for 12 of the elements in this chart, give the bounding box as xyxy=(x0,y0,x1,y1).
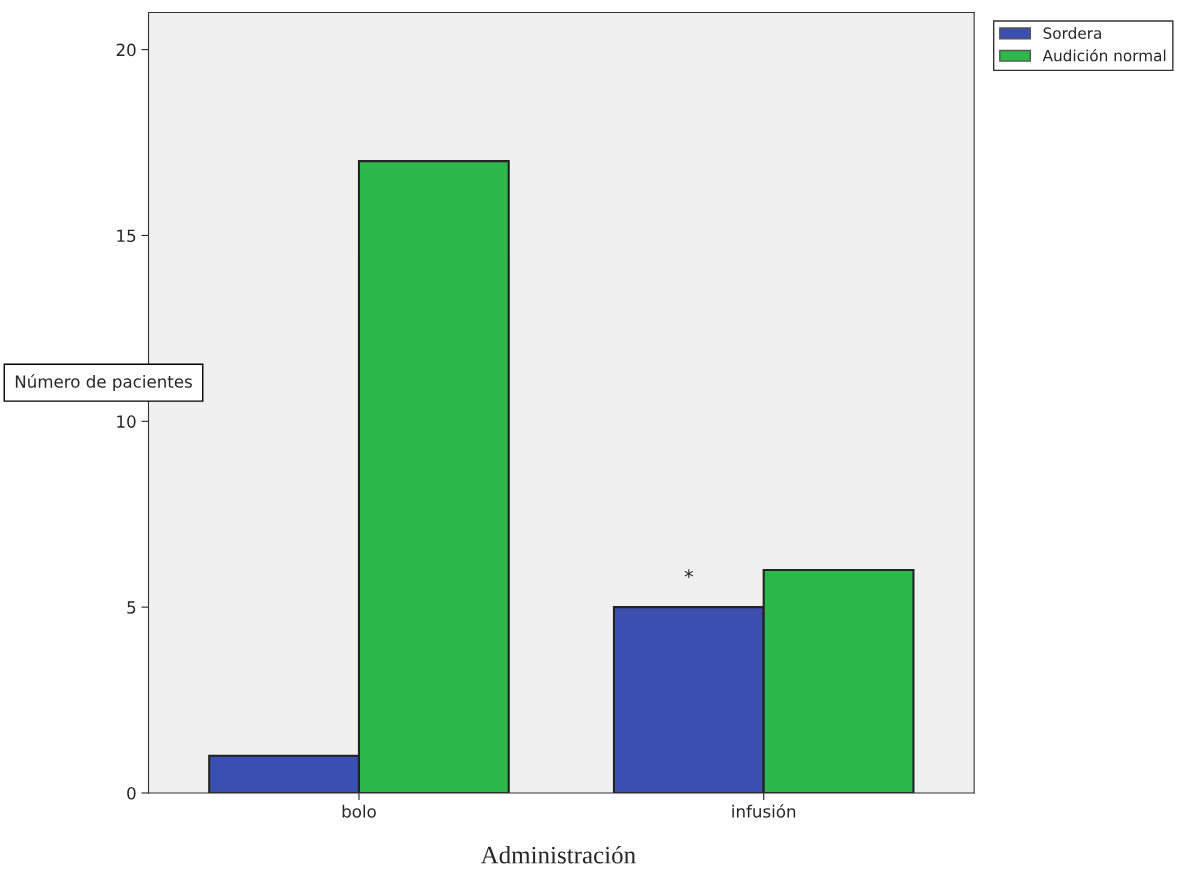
annotation: * xyxy=(684,569,694,579)
y-tick-label: 20 xyxy=(116,43,136,57)
x-tick-label: bolo xyxy=(342,804,376,818)
y-tick-label: 0 xyxy=(127,786,136,800)
legend-label: Audición normal xyxy=(1042,48,1166,62)
x-axis-title: Administración xyxy=(480,845,636,864)
y-tick-label: 5 xyxy=(127,601,136,614)
legend-label: Sordera xyxy=(1043,27,1101,39)
x-tick-label: infusión xyxy=(732,804,796,818)
y-tick-label: 15 xyxy=(117,229,136,243)
y-tick-label: 10 xyxy=(117,415,136,428)
y-axis-title: Número de pacientes xyxy=(15,374,192,392)
